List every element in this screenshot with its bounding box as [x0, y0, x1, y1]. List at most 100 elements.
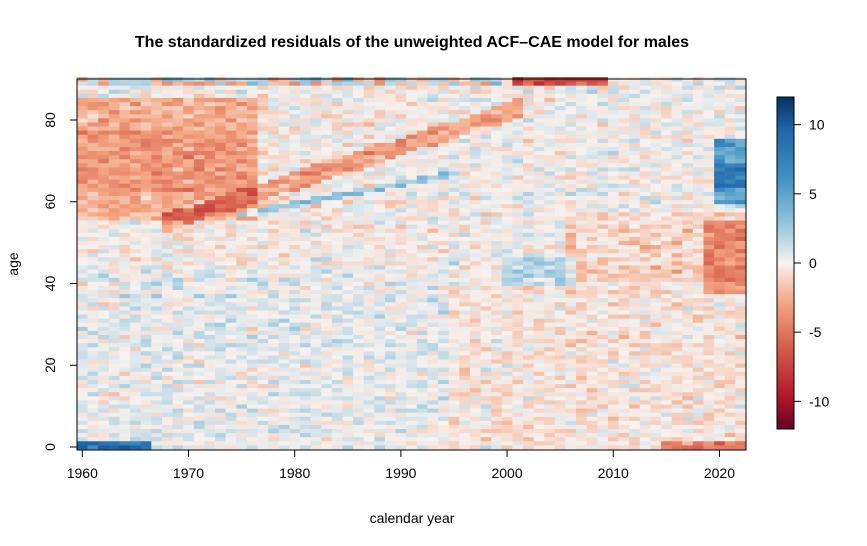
- heatmap-cell: [607, 399, 619, 405]
- heatmap-cell: [77, 207, 89, 213]
- heatmap-cell: [554, 138, 566, 143]
- heatmap-cell: [268, 322, 280, 327]
- heatmap-cell: [278, 256, 290, 262]
- heatmap-cell: [183, 216, 195, 221]
- heatmap-cell: [268, 350, 280, 356]
- heatmap-cell: [225, 269, 237, 274]
- heatmap-cell: [236, 195, 248, 201]
- heatmap-cell: [480, 81, 492, 86]
- heatmap-cell: [331, 207, 343, 213]
- heatmap-cell: [618, 359, 630, 364]
- heatmap-cell: [278, 81, 290, 86]
- heatmap-cell: [87, 179, 99, 184]
- heatmap-cell: [183, 334, 195, 340]
- heatmap-cell: [618, 207, 630, 213]
- heatmap-cell: [427, 126, 439, 131]
- heatmap-cell: [576, 154, 588, 160]
- heatmap-cell: [353, 138, 365, 143]
- heatmap-cell: [554, 232, 566, 237]
- heatmap-cell: [183, 301, 195, 307]
- heatmap-cell: [342, 162, 354, 168]
- heatmap-cell: [321, 211, 333, 217]
- heatmap-cell: [650, 154, 662, 160]
- heatmap-cell: [193, 85, 205, 90]
- heatmap-cell: [554, 252, 566, 258]
- heatmap-cell: [331, 117, 343, 123]
- heatmap-cell: [501, 363, 513, 368]
- heatmap-cell: [469, 359, 481, 364]
- heatmap-cell: [140, 420, 152, 425]
- heatmap-cell: [246, 436, 258, 442]
- heatmap-cell: [257, 183, 269, 188]
- heatmap-cell: [523, 363, 535, 368]
- heatmap-cell: [310, 216, 322, 221]
- heatmap-cell: [140, 248, 152, 254]
- heatmap-cell: [565, 334, 577, 340]
- heatmap-cell: [374, 314, 386, 319]
- heatmap-cell: [310, 338, 322, 344]
- heatmap-cell: [268, 412, 280, 417]
- heatmap-cell: [427, 326, 439, 331]
- heatmap-cell: [363, 346, 375, 352]
- heatmap-cell: [607, 355, 619, 360]
- heatmap-cell: [310, 334, 322, 340]
- heatmap-cell: [533, 367, 545, 372]
- heatmap-cell: [321, 240, 333, 246]
- heatmap-cell: [650, 265, 662, 270]
- heatmap-cell: [215, 195, 227, 201]
- heatmap-cell: [374, 334, 386, 340]
- heatmap-cell: [406, 387, 418, 393]
- heatmap-cell: [215, 93, 227, 98]
- heatmap-cell: [363, 158, 375, 164]
- heatmap-cell: [193, 293, 205, 299]
- heatmap-cell: [331, 158, 343, 164]
- heatmap-cell: [565, 126, 577, 131]
- heatmap-cell: [438, 117, 450, 123]
- heatmap-cell: [480, 162, 492, 168]
- heatmap-cell: [236, 199, 248, 205]
- heatmap-cell: [544, 228, 556, 233]
- heatmap-cell: [618, 146, 630, 152]
- heatmap-cell: [544, 404, 556, 409]
- heatmap-cell: [98, 444, 110, 450]
- heatmap-cell: [480, 305, 492, 311]
- heatmap-cell: [151, 175, 163, 180]
- heatmap-cell: [140, 109, 152, 115]
- heatmap-cell: [544, 109, 556, 115]
- heatmap-cell: [331, 179, 343, 184]
- heatmap-cell: [384, 117, 396, 123]
- heatmap-cell: [544, 97, 556, 103]
- heatmap-cell: [491, 273, 503, 278]
- heatmap-cell: [257, 375, 269, 380]
- heatmap-cell: [438, 175, 450, 180]
- heatmap-cell: [533, 126, 545, 131]
- heatmap-cell: [416, 350, 428, 356]
- heatmap-cell: [607, 322, 619, 327]
- heatmap-cell: [406, 81, 418, 86]
- heatmap-cell: [193, 220, 205, 225]
- heatmap-cell: [586, 285, 598, 291]
- heatmap-cell: [300, 391, 312, 397]
- heatmap-cell: [151, 395, 163, 401]
- heatmap-cell: [108, 101, 120, 107]
- heatmap-cell: [576, 162, 588, 168]
- heatmap-cell: [607, 191, 619, 197]
- heatmap-cell: [512, 228, 524, 233]
- heatmap-cell: [395, 244, 407, 250]
- heatmap-cell: [565, 93, 577, 98]
- heatmap-cell: [353, 179, 365, 184]
- heatmap-cell: [236, 117, 248, 123]
- heatmap-cell: [236, 81, 248, 86]
- heatmap-cell: [363, 248, 375, 254]
- heatmap-cell: [438, 158, 450, 164]
- heatmap-cell: [597, 436, 609, 442]
- heatmap-cell: [77, 399, 89, 405]
- heatmap-cell: [607, 228, 619, 233]
- heatmap-cell: [438, 355, 450, 360]
- heatmap-cell: [268, 387, 280, 393]
- heatmap-cell: [204, 146, 216, 152]
- heatmap-cell: [586, 404, 598, 409]
- heatmap-cell: [544, 379, 556, 385]
- heatmap-cell: [342, 281, 354, 286]
- heatmap-cell: [246, 301, 258, 307]
